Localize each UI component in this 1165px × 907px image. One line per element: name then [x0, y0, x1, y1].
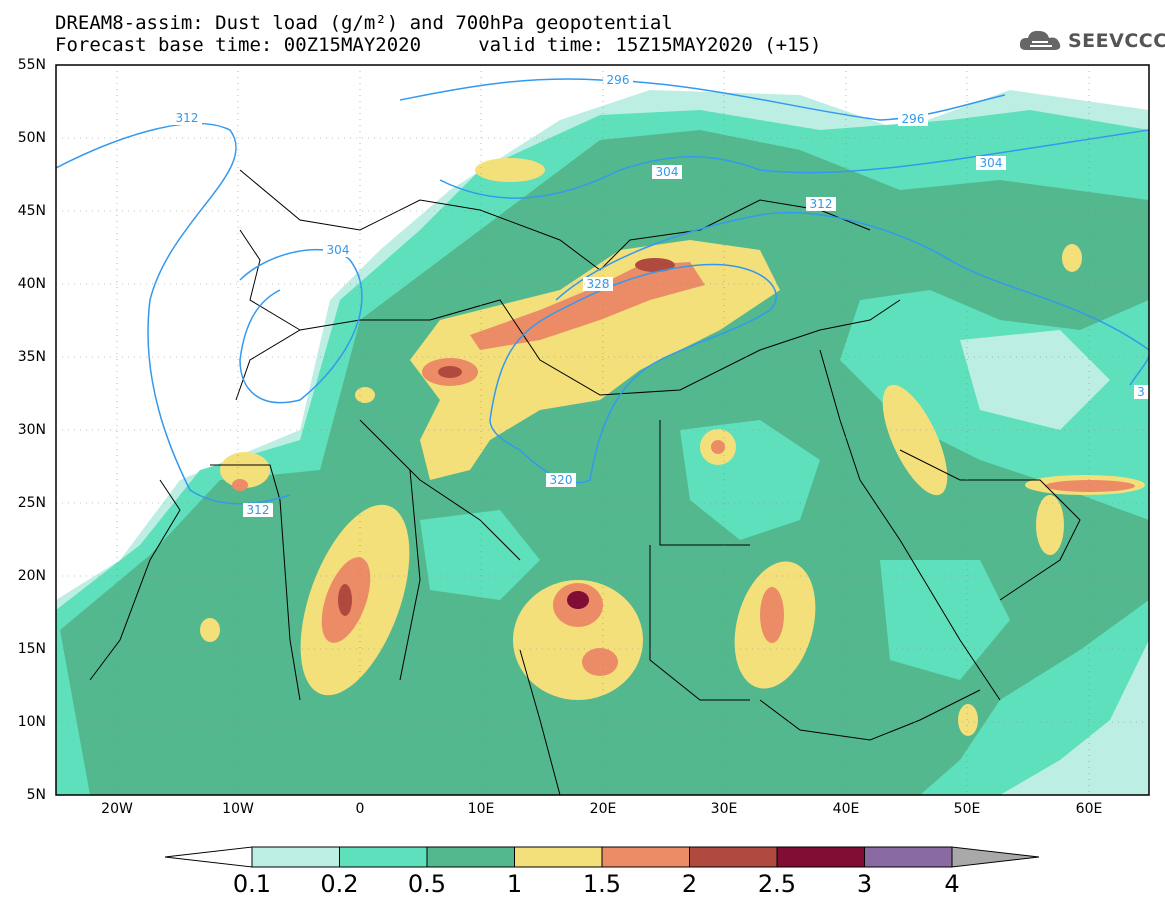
contour-label: 312 [810, 197, 833, 211]
lon-label: 30E [710, 801, 738, 817]
colorbar-label: 2.5 [757, 870, 797, 898]
lon-label: 10W [222, 801, 254, 817]
dust-level-2.5 [567, 591, 589, 609]
lon-label: 60E [1075, 801, 1103, 817]
lat-label: 40N [17, 276, 46, 292]
colorbar-label: 1.5 [582, 870, 622, 898]
logo-text: SEEVCCC [1068, 30, 1165, 52]
lon-label: 50E [953, 801, 981, 817]
map-title: DREAM8-assim: Dust load (g/m²) and 700hP… [55, 12, 673, 34]
colorbar-label: 2 [681, 870, 698, 898]
contour-label: 320 [550, 473, 573, 487]
lat-label: 25N [17, 495, 46, 511]
coastlines [89, 169, 1081, 795]
colorbar-label: 0.5 [407, 870, 447, 898]
lat-label: 5N [26, 787, 46, 803]
dust-field: 296 296 304 304 304 312 312 312 3 320 32… [56, 65, 1149, 795]
colorbar-label: 4 [944, 870, 960, 898]
lat-label: 30N [17, 422, 46, 438]
contour-labels: 296 296 304 304 304 312 312 312 3 320 32… [172, 73, 1149, 517]
contour-label: 296 [607, 73, 630, 87]
colorbar-label: 0.2 [320, 870, 359, 898]
contour-label: 304 [327, 243, 350, 257]
map-subtitle: Forecast base time: 00Z15MAY2020 valid t… [55, 34, 822, 56]
colorbar-label: 0.1 [232, 870, 272, 898]
lon-label: 20W [101, 801, 133, 817]
lon-label: 0 [355, 801, 365, 817]
contour-label: 328 [587, 277, 610, 291]
cloud-logo-icon [1019, 30, 1061, 50]
contour-label: 3 [1137, 385, 1145, 399]
contour-label: 312 [247, 503, 270, 517]
lat-label: 15N [17, 641, 46, 657]
contour-label: 304 [980, 156, 1003, 170]
lat-label: 20N [17, 568, 46, 584]
seevccc-logo: SEEVCCC [1018, 26, 1165, 56]
lon-label: 10E [467, 801, 495, 817]
contour-label: 296 [902, 112, 925, 126]
colorbar-label: 3 [856, 870, 873, 898]
grid [56, 65, 1149, 795]
lat-label: 55N [17, 57, 46, 73]
lat-label: 35N [17, 349, 46, 365]
map-frame [55, 64, 1150, 796]
lat-label: 45N [17, 203, 46, 219]
contour-label: 312 [176, 111, 199, 125]
contour-label: 304 [656, 165, 679, 179]
colorbar-label: 1 [506, 870, 523, 898]
dust-level-2 [338, 258, 675, 616]
lon-label: 20E [589, 801, 617, 817]
lat-label: 10N [17, 714, 46, 730]
lat-label: 50N [17, 130, 46, 146]
lon-label: 40E [832, 801, 860, 817]
